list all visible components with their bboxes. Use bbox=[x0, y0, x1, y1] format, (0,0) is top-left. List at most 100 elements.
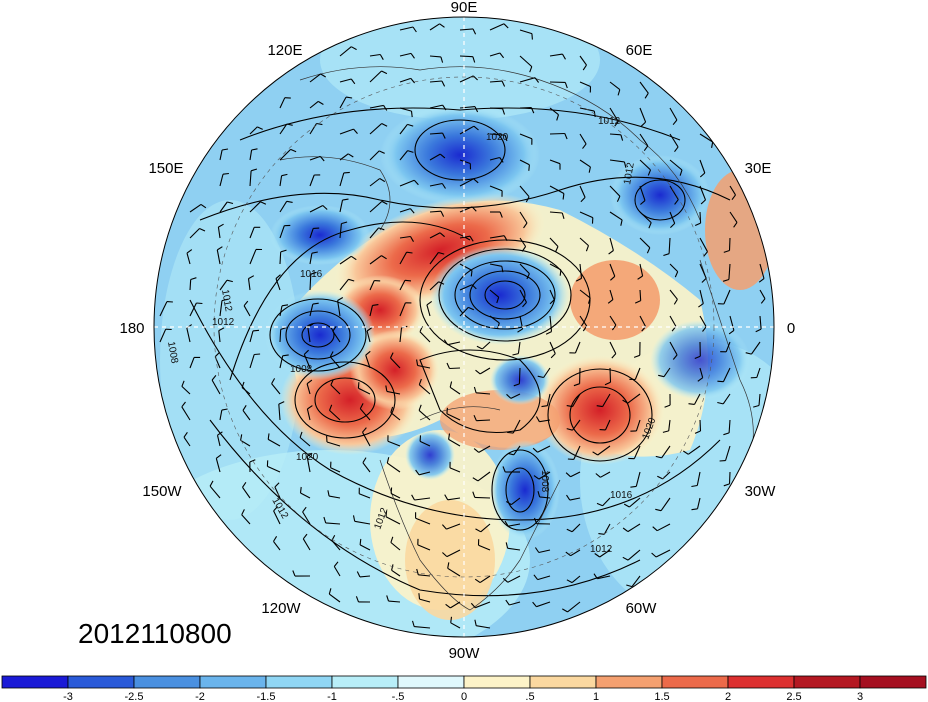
wind-barb-flag bbox=[350, 255, 357, 261]
wind-barb-flag bbox=[438, 251, 445, 255]
wind-barb bbox=[536, 601, 551, 608]
wind-barb bbox=[447, 497, 461, 501]
coastlines bbox=[279, 66, 754, 611]
wind-barb-flag bbox=[341, 221, 348, 225]
wind-barb-flag bbox=[523, 222, 528, 229]
wind-barb-flag bbox=[614, 121, 619, 127]
wind-barb-flag bbox=[566, 494, 571, 501]
wind-barb bbox=[662, 471, 671, 480]
wind-barb-flag bbox=[381, 70, 388, 75]
wind-barb bbox=[426, 304, 431, 317]
wind-barb-flag bbox=[566, 579, 573, 584]
wind-barb-flag bbox=[531, 33, 533, 40]
wind-barb-flag bbox=[222, 148, 229, 151]
wind-barb bbox=[362, 431, 371, 447]
wind-barb bbox=[450, 622, 461, 629]
wind-barb-flag bbox=[717, 380, 724, 383]
wind-barb bbox=[669, 211, 676, 224]
wind-barb-flag bbox=[595, 473, 601, 478]
wind-barb-flag bbox=[241, 509, 245, 515]
wind-barb bbox=[339, 223, 342, 239]
isobar-contours bbox=[189, 107, 731, 597]
wind-barb bbox=[219, 149, 223, 161]
wind-barb-flag bbox=[310, 271, 317, 275]
wind-barb-flag bbox=[418, 378, 422, 385]
wind-barb-flag bbox=[353, 128, 358, 134]
wind-barb bbox=[519, 77, 536, 83]
wind-barb-flag bbox=[240, 434, 243, 441]
wind-barb-flag bbox=[446, 407, 448, 414]
wind-barb-flag bbox=[183, 431, 188, 438]
wind-barb bbox=[209, 485, 221, 499]
wind-barb bbox=[639, 315, 647, 327]
graticule bbox=[154, 17, 774, 637]
wind-barb-flag bbox=[342, 198, 349, 201]
wind-barb bbox=[429, 232, 441, 239]
wind-barb-flag bbox=[390, 487, 393, 494]
wind-barb bbox=[419, 331, 431, 343]
wind-barb bbox=[639, 107, 647, 123]
wind-barb bbox=[600, 471, 611, 478]
wind-barb bbox=[669, 315, 677, 327]
wind-barb-flag bbox=[634, 300, 641, 304]
wind-barb bbox=[218, 330, 221, 343]
wind-barb bbox=[329, 356, 341, 369]
wind-barb-flag bbox=[352, 515, 356, 522]
wind-barb-flag bbox=[407, 123, 414, 127]
wind-barb bbox=[429, 153, 441, 161]
wind-barb bbox=[728, 419, 731, 433]
wind-barb-flag bbox=[758, 278, 765, 283]
wind-barb-flag bbox=[359, 403, 364, 409]
wind-barb-flag bbox=[442, 104, 447, 111]
wind-barb bbox=[399, 52, 412, 57]
wind-barb bbox=[448, 438, 461, 447]
wind-barb bbox=[369, 200, 383, 213]
wind-barb bbox=[669, 341, 678, 356]
wind-barb-flag bbox=[181, 380, 185, 387]
wind-barb-flag bbox=[596, 502, 603, 507]
wind-barb-flag bbox=[469, 235, 474, 242]
wind-barb-flag bbox=[385, 510, 388, 517]
wind-barb-flag bbox=[306, 379, 313, 385]
wind-barb bbox=[390, 357, 401, 369]
wind-barb bbox=[669, 159, 683, 171]
wind-barb bbox=[459, 28, 474, 31]
lon-label-120w: 120W bbox=[261, 600, 301, 617]
wind-barb-flag bbox=[217, 431, 223, 436]
wind-barb-flag bbox=[532, 601, 537, 608]
wind-barb bbox=[728, 237, 731, 251]
wind-barb-flag bbox=[530, 107, 535, 114]
wind-barb-flag bbox=[215, 454, 222, 459]
wind-barb-flag bbox=[333, 561, 339, 567]
wind-barb bbox=[219, 174, 224, 187]
isobar-label: 1016 bbox=[610, 490, 633, 501]
wind-barb-flag bbox=[390, 352, 394, 359]
wind-barb bbox=[369, 255, 382, 265]
wind-barb-flag bbox=[381, 123, 388, 127]
isobar-label: 1016 bbox=[300, 269, 323, 280]
wind-barb bbox=[330, 467, 341, 473]
wind-barb-flag bbox=[502, 108, 506, 115]
isobar-label: 1012 bbox=[219, 289, 234, 313]
wind-barb bbox=[639, 289, 642, 301]
wind-barb bbox=[279, 329, 282, 343]
wind-barb bbox=[159, 301, 168, 317]
wind-barb bbox=[215, 458, 221, 473]
wind-barb bbox=[300, 492, 311, 499]
colorbar-tick-label: -.5 bbox=[392, 691, 405, 702]
wind-barb bbox=[539, 496, 551, 499]
wind-barb bbox=[722, 393, 731, 405]
wind-barb-flag bbox=[357, 382, 360, 389]
wind-barb-flag bbox=[440, 56, 444, 63]
wind-barb bbox=[387, 440, 401, 447]
wind-barb bbox=[309, 228, 314, 239]
wind-barb bbox=[249, 354, 255, 369]
wind-barb-flag bbox=[623, 503, 630, 508]
wind-barb-flag bbox=[673, 299, 678, 305]
wind-barb-flag bbox=[501, 80, 506, 87]
isobar-label: 1020 bbox=[486, 132, 509, 143]
wind-barb bbox=[570, 471, 581, 478]
wind-barb-flag bbox=[473, 178, 479, 184]
wind-barb bbox=[399, 77, 411, 83]
wind-barb-flag bbox=[473, 448, 480, 453]
